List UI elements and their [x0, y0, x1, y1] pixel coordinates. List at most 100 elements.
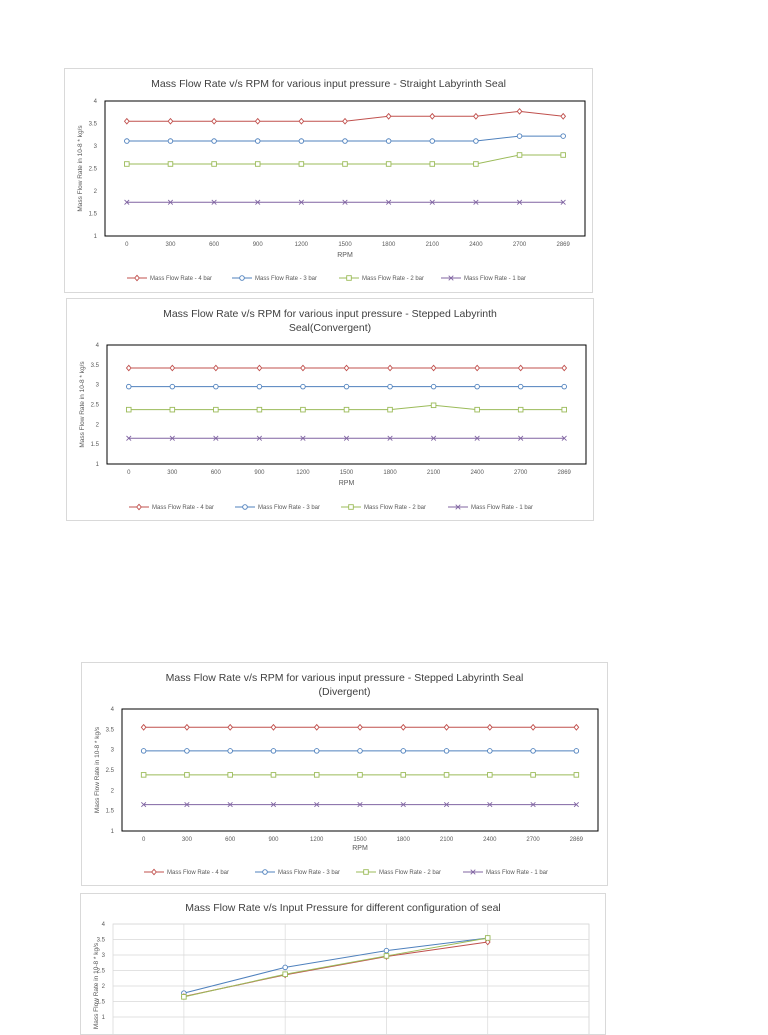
series-2 — [140, 748, 580, 754]
x-tick-label: 0 — [142, 837, 146, 843]
data-point — [313, 772, 320, 778]
data-point — [270, 748, 277, 754]
data-point — [342, 117, 348, 125]
y-tick-label: 4 — [111, 707, 115, 713]
y-tick-label: 4 — [102, 922, 106, 928]
data-point — [184, 801, 190, 808]
legend-label: Mass Flow Rate - 2 bar — [362, 276, 424, 282]
data-point — [342, 138, 348, 144]
data-point — [443, 748, 450, 754]
data-point — [518, 435, 524, 441]
data-point — [140, 748, 147, 754]
data-point — [124, 161, 130, 167]
data-point — [560, 152, 566, 158]
data-point — [211, 199, 217, 205]
data-point — [256, 406, 263, 413]
y-tick-label: 1 — [111, 829, 115, 835]
x-tick-label: 900 — [253, 242, 264, 248]
data-point — [357, 801, 363, 808]
chart-title: Mass Flow Rate v/s Input Pressure for di… — [185, 902, 501, 914]
legend-item: Mass Flow Rate - 2 bar — [356, 869, 441, 876]
data-point — [429, 199, 435, 205]
x-axis-label: RPM — [352, 845, 368, 852]
data-point — [487, 748, 493, 754]
data-point — [474, 364, 481, 372]
series-1 — [123, 107, 567, 125]
legend-item: Mass Flow Rate - 3 bar — [235, 504, 320, 511]
data-point — [517, 406, 524, 413]
y-tick-label: 4 — [96, 343, 100, 349]
legend-item: Mass Flow Rate - 3 bar — [232, 275, 317, 282]
data-point — [211, 138, 217, 144]
y-tick-label: 3 — [111, 748, 115, 754]
data-point — [343, 364, 350, 372]
data-point — [474, 435, 480, 441]
x-tick-label: 1800 — [397, 837, 411, 843]
y-tick-label: 1 — [94, 234, 98, 240]
data-point — [560, 133, 566, 139]
legend-marker — [134, 274, 140, 282]
data-point — [300, 435, 306, 441]
data-point — [256, 383, 263, 390]
data-point — [357, 723, 363, 731]
chart-input-pressure: Mass Flow Rate v/s Input Pressure for di… — [80, 893, 606, 1035]
x-tick-label: 2869 — [570, 837, 584, 843]
data-point — [430, 435, 437, 441]
x-tick-label: 2400 — [483, 837, 497, 843]
data-point — [227, 772, 233, 778]
x-tick-label: 900 — [268, 837, 279, 843]
chart-plot: 1 1.5 2 2.5 3 3.5 4 Mass Flow Rate in 10-8 * kg… — [79, 343, 587, 511]
x-tick-label: 2700 — [526, 837, 540, 843]
data-point — [517, 383, 524, 390]
data-point — [169, 364, 176, 372]
data-point — [400, 772, 407, 778]
plot-area — [121, 708, 599, 832]
data-point — [298, 199, 304, 205]
series-3 — [126, 402, 567, 413]
data-point — [383, 953, 390, 959]
data-point — [270, 723, 277, 731]
data-point — [385, 138, 392, 144]
series-3 — [181, 935, 491, 1000]
y-axis-label: Mass Flow Rate in 10-8 * kg/s — [79, 361, 86, 448]
y-tick-label: 1.5 — [89, 212, 98, 218]
data-point — [573, 801, 579, 808]
data-point — [167, 138, 174, 144]
y-tick-label: 1.5 — [97, 1000, 106, 1006]
legend-label: Mass Flow Rate - 2 bar — [364, 505, 426, 511]
data-point — [184, 723, 190, 731]
legend-label: Mass Flow Rate - 1 bar — [464, 276, 526, 282]
chart-title: Mass Flow Rate v/s RPM for various input… — [163, 308, 497, 334]
data-point — [385, 161, 392, 167]
x-tick-label: 1500 — [338, 242, 352, 248]
data-point — [573, 723, 580, 731]
x-tick-label: 2400 — [469, 242, 483, 248]
data-point — [357, 772, 363, 778]
data-point — [125, 364, 132, 372]
data-point — [282, 971, 288, 977]
legend-marker — [455, 504, 461, 510]
legend-marker — [239, 275, 245, 281]
legend-item: Mass Flow Rate - 2 bar — [339, 275, 424, 282]
data-point — [430, 364, 437, 372]
legend-item: Mass Flow Rate - 1 bar — [448, 504, 533, 511]
plot-area — [106, 344, 587, 465]
legend-label: Mass Flow Rate - 1 bar — [471, 505, 533, 511]
data-point — [167, 199, 174, 205]
data-point — [487, 801, 493, 808]
data-point — [298, 117, 305, 125]
x-tick-label: 2700 — [513, 242, 527, 248]
data-point — [561, 435, 567, 441]
data-point — [430, 402, 437, 409]
data-point — [484, 935, 491, 941]
y-tick-label: 2.5 — [97, 969, 106, 975]
legend-item: Mass Flow Rate - 1 bar — [441, 275, 526, 282]
series-line — [183, 941, 488, 998]
x-tick-label: 2400 — [470, 470, 484, 476]
data-point — [516, 199, 523, 205]
data-point — [387, 364, 393, 372]
data-point — [213, 383, 219, 390]
chart-plot: 1 1.5 2 2.5 3 3.5 4 Mass Flow Rate in 10-8 * kg… — [77, 99, 586, 282]
data-point — [227, 801, 233, 808]
data-point — [227, 723, 234, 731]
